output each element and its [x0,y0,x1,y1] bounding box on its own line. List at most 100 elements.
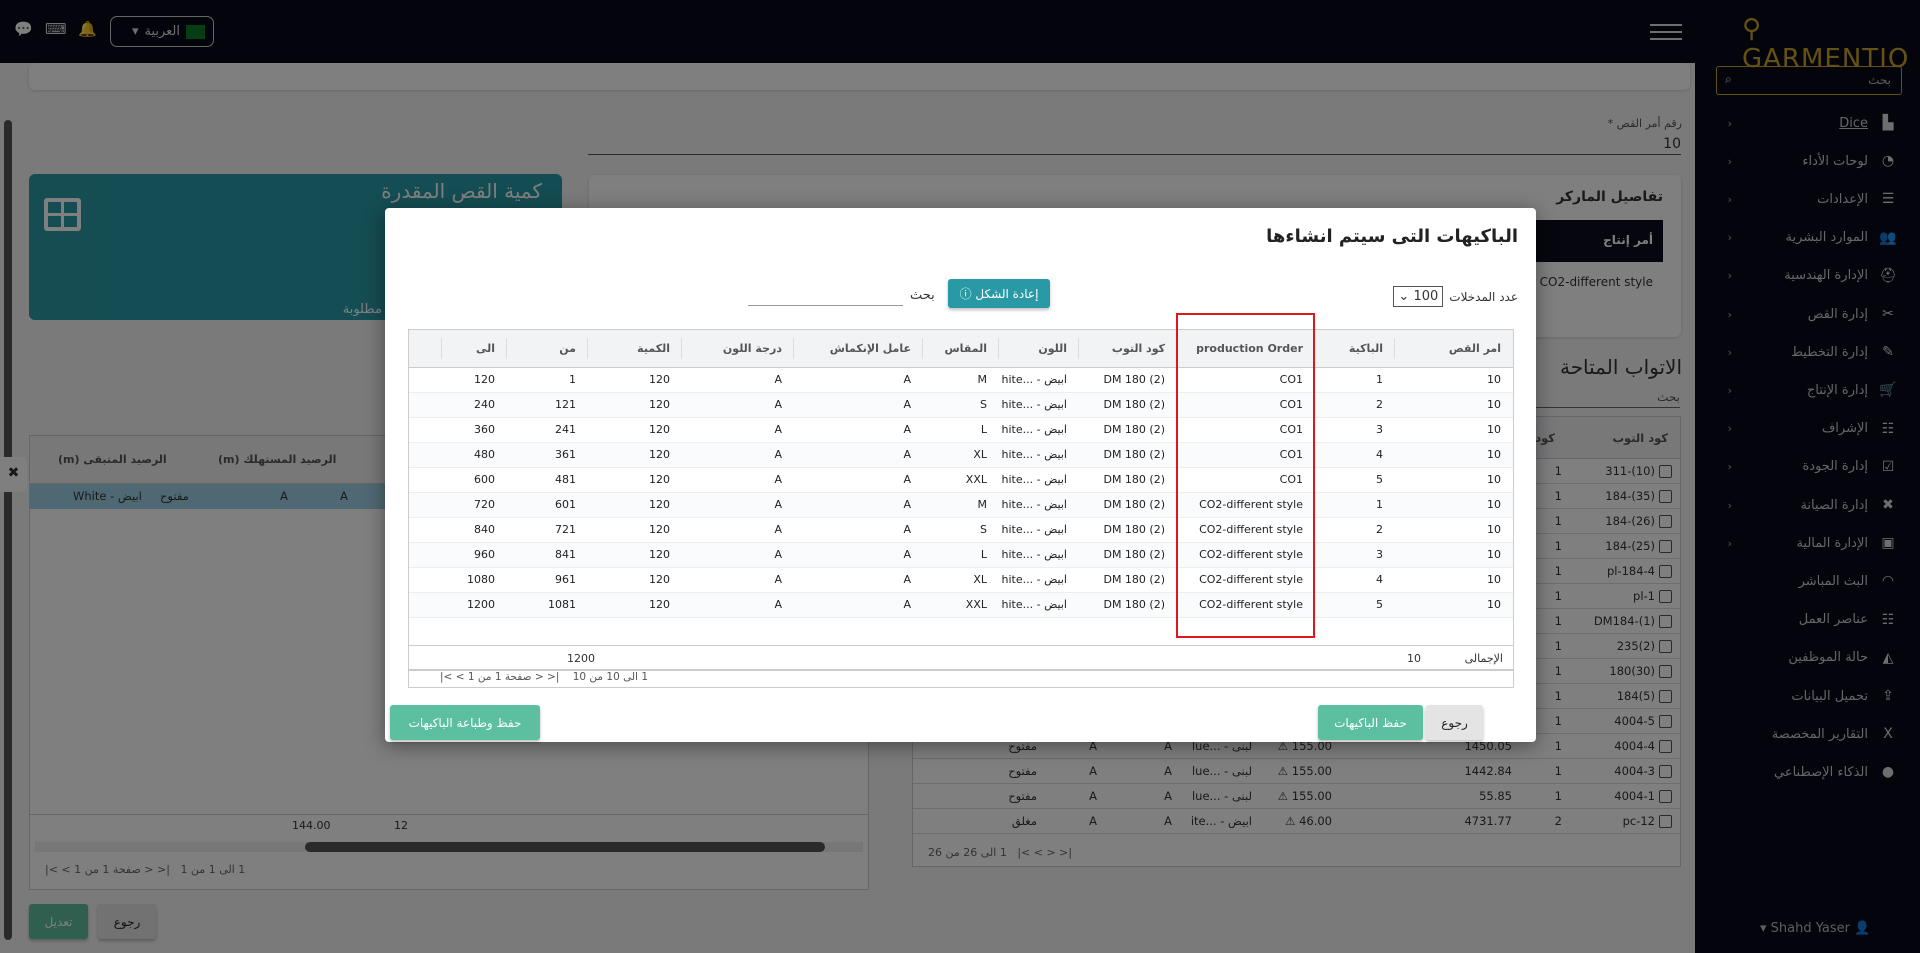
packages-table: امر القص الباكية production Order كود التوب… [408,329,1514,688]
prev-page-icon[interactable]: < [534,671,544,683]
first-page-icon[interactable]: |< [547,671,560,683]
table-row[interactable]: 10 1 CO2-different style DM 180 (2) ابيض - .… [409,492,1513,518]
cell: 120 [588,392,682,418]
table-row[interactable]: 10 5 CO1 DM 180 (2) ابيض - ...hite XXL A A 120 48… [409,467,1513,493]
cell: ابيض - ...hite [999,417,1079,443]
reset-layout-button[interactable]: إعادة الشكل ⓘ [948,279,1050,308]
column-header[interactable]: اللون [999,330,1079,368]
cell: A [682,567,794,593]
cell: DM 180 (2) [1079,542,1177,568]
cell: A [682,367,794,393]
table-row[interactable]: 10 2 CO1 DM 180 (2) ابيض - ...hite S A A 120 121 2… [409,392,1513,418]
table-row[interactable]: 10 1 CO1 DM 180 (2) ابيض - ...hite M A A 120 1 120 [409,367,1513,393]
column-header[interactable] [409,330,442,368]
cell: 840 [442,517,507,543]
cell [409,392,442,418]
save-print-packages-button[interactable]: حفظ وطباعة الباكيهات [390,705,540,740]
cell: 5 [1315,467,1395,493]
cell: CO2-different style [1177,592,1315,618]
cell [409,367,442,393]
cell: CO1 [1177,467,1315,493]
cell: A [682,417,794,443]
entries-select[interactable]: ⌄ 100 [1393,286,1444,307]
table-row[interactable]: 10 2 CO2-different style DM 180 (2) ابيض - .… [409,517,1513,543]
modal-search-input[interactable] [748,305,903,306]
cell: CO2-different style [1177,567,1315,593]
cell: 2 [1315,392,1395,418]
cell: 10 [1395,592,1513,618]
cell: DM 180 (2) [1079,442,1177,468]
cell [409,567,442,593]
cell: A [794,392,923,418]
table-row[interactable]: 10 5 CO2-different style DM 180 (2) ابيض - .… [409,592,1513,618]
column-header[interactable]: عامل الإنكماش [794,330,923,368]
cell: A [682,392,794,418]
cell [409,442,442,468]
cell: A [794,442,923,468]
cell: A [794,417,923,443]
total-quantity: 1200 [567,652,595,665]
cell: DM 180 (2) [1079,517,1177,543]
cell: 1080 [442,567,507,593]
next-page-icon[interactable]: > [455,671,465,683]
cell: CO2-different style [1177,492,1315,518]
cell: A [794,492,923,518]
column-header[interactable]: امر القص [1395,330,1513,368]
cell: A [794,517,923,543]
cell: DM 180 (2) [1079,492,1177,518]
modal-pagination: 1 الى 10 من 10 |< < صفحة 1 من 1 > >| [440,671,648,683]
entries-value: 100 [1413,289,1439,304]
table-row[interactable]: 10 4 CO1 DM 180 (2) ابيض - ...hite XL A A 120 361… [409,442,1513,468]
cell: 10 [1395,492,1513,518]
column-header[interactable]: كود التوب [1079,330,1177,368]
cell: M [923,492,999,518]
cell: A [794,592,923,618]
column-header[interactable]: المقاس [923,330,999,368]
table-row[interactable]: 10 3 CO2-different style DM 180 (2) ابيض - .… [409,542,1513,568]
cell: CO1 [1177,417,1315,443]
info-icon: ⓘ [959,287,972,301]
cell: DM 180 (2) [1079,392,1177,418]
column-header[interactable]: الى [442,330,507,368]
cell: A [682,542,794,568]
back-button[interactable]: رجوع [1426,705,1483,740]
column-header[interactable]: production Order [1177,330,1315,368]
cell: DM 180 (2) [1079,417,1177,443]
cell: ابيض - ...hite [999,517,1079,543]
cell: 10 [1395,392,1513,418]
entries-label: عدد المدخلات [1449,289,1518,304]
cell: 960 [442,542,507,568]
total-count: 10 [1407,652,1421,665]
cell: 480 [442,442,507,468]
cell: 721 [507,517,588,543]
cell: DM 180 (2) [1079,367,1177,393]
column-header[interactable]: الكمية [588,330,682,368]
column-header[interactable]: الباكية [1315,330,1395,368]
cell: A [794,467,923,493]
cell: 3 [1315,417,1395,443]
total-label: الإجمالى [1464,652,1503,665]
cell: 5 [1315,592,1395,618]
column-header[interactable]: من [507,330,588,368]
cell: 10 [1395,417,1513,443]
cell: ابيض - ...hite [999,592,1079,618]
cell [409,517,442,543]
cell: XXL [923,592,999,618]
table-row[interactable]: 10 3 CO1 DM 180 (2) ابيض - ...hite L A A 120 241 3… [409,417,1513,443]
cell: 4 [1315,567,1395,593]
cell: 120 [588,592,682,618]
last-page-icon[interactable]: >| [440,671,453,683]
cell [409,417,442,443]
cell: 120 [442,367,507,393]
cell: ابيض - ...hite [999,542,1079,568]
cell: 2 [1315,517,1395,543]
cell: 120 [588,367,682,393]
cell: 120 [588,492,682,518]
search-label: بحث [910,288,935,303]
column-header[interactable]: درجة اللون [682,330,794,368]
cell: XL [923,442,999,468]
cell: A [794,542,923,568]
table-row[interactable]: 10 4 CO2-different style DM 180 (2) ابيض - .… [409,567,1513,593]
cell [409,542,442,568]
save-packages-button[interactable]: حفظ الباكيهات [1318,705,1423,740]
